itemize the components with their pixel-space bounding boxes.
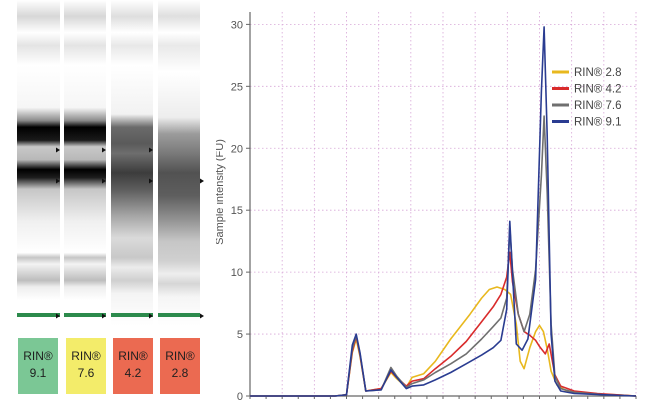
- gel-image: [17, 0, 204, 326]
- gel-marker-band: [158, 313, 200, 317]
- y-tick-label: 5: [237, 329, 243, 341]
- gel-lane-1: [17, 0, 60, 326]
- legend-label: RIN® 4.2: [574, 84, 621, 96]
- gel-marker-band: [64, 313, 106, 317]
- gel-marker-band: [111, 313, 153, 317]
- rin-label-lane-3: RIN® 4.2: [113, 338, 153, 394]
- gel-marker-band: [17, 313, 60, 317]
- y-axis-label: Sample intensity (FU): [216, 139, 226, 245]
- rin-label-lane-2: RIN® 7.6: [66, 338, 106, 394]
- y-tick-label: 20: [231, 143, 243, 155]
- y-tick-label: 10: [231, 267, 243, 279]
- chart-grid: [250, 12, 637, 396]
- band-markers: [56, 147, 204, 319]
- y-tick-label: 30: [231, 19, 243, 31]
- y-tick-label: 15: [231, 205, 243, 217]
- y-tick-label: 0: [237, 391, 243, 403]
- rin-label-title: RIN®: [165, 349, 195, 363]
- chart-series: [250, 26, 637, 397]
- legend-label: RIN® 2.8: [574, 67, 621, 79]
- gel-lane-4: [158, 0, 200, 326]
- rin-label-lane-1: RIN® 9.1: [18, 338, 58, 394]
- rin-label-lane-4: RIN® 2.8: [160, 338, 200, 394]
- gel-lane-3: [111, 0, 153, 326]
- legend-label: RIN® 7.6: [574, 100, 621, 112]
- rin-label-value: 2.8: [171, 366, 189, 380]
- chart-legend: RIN® 2.8 RIN® 4.2 RIN® 7.6 RIN® 9.1: [552, 67, 621, 129]
- rin-label-title: RIN®: [23, 349, 53, 363]
- rin-label-value: 9.1: [29, 366, 47, 380]
- rin-label-title: RIN®: [118, 349, 148, 363]
- series-line-4: [250, 26, 637, 397]
- gel-lane-2: [64, 0, 106, 326]
- rin-label-value: 7.6: [77, 366, 95, 380]
- y-tick-label: 25: [231, 81, 243, 93]
- legend-label: RIN® 9.1: [574, 117, 621, 129]
- rin-label-value: 4.2: [124, 366, 142, 380]
- rin-label-title: RIN®: [71, 349, 101, 363]
